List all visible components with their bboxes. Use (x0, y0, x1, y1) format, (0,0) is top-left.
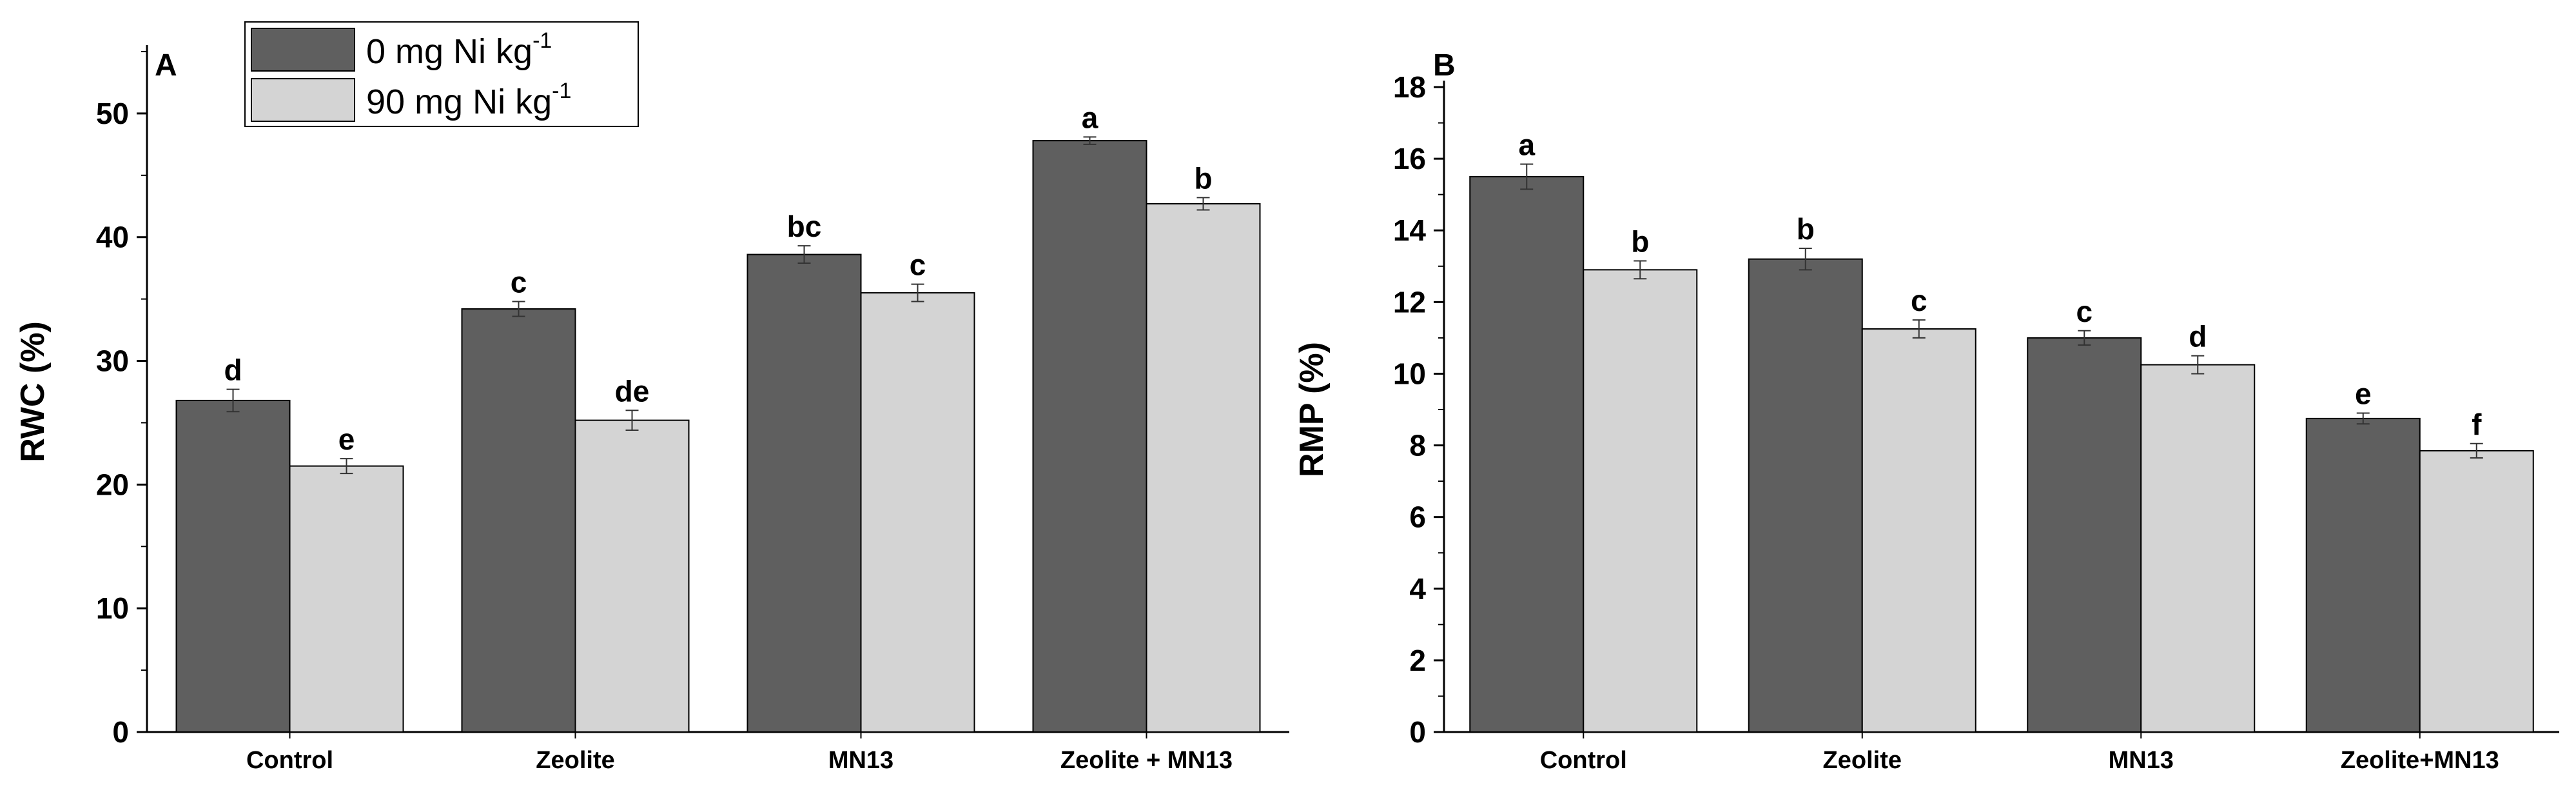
significance-letter: bc (787, 210, 822, 243)
y-tick-label: 30 (96, 344, 129, 378)
significance-letter: e (2355, 377, 2372, 411)
x-category-label: Zeolite (536, 747, 614, 774)
significance-letter: d (2189, 320, 2207, 353)
bar-90mg (860, 292, 975, 733)
x-category-label: MN13 (828, 747, 893, 774)
bar-0mg (746, 253, 862, 733)
y-axis-title: RWC (%) (14, 321, 52, 462)
bar-0mg (2305, 417, 2421, 733)
bar-0mg (1748, 258, 1863, 733)
bar-0mg (1469, 175, 1585, 733)
significance-letter: c (1911, 284, 1927, 317)
bar-90mg (1583, 269, 1698, 733)
significance-letter: f (2472, 408, 2482, 441)
significance-letter: a (1518, 128, 1535, 161)
significance-letter: e (338, 422, 355, 456)
panel-label: B (1433, 48, 1456, 83)
y-tick-label: 6 (1409, 500, 1426, 534)
legend-swatch-90-mg (251, 78, 355, 122)
bar-90mg (2140, 364, 2256, 733)
y-tick-label: 50 (96, 97, 129, 130)
significance-letter: b (1194, 161, 1212, 195)
x-category-label: Zeolite (1823, 747, 1902, 774)
significance-letter: de (615, 374, 650, 408)
y-tick-label: 20 (96, 468, 129, 501)
panel-label: A (155, 48, 177, 83)
bar-0mg (1032, 140, 1147, 733)
y-tick-label: 12 (1393, 285, 1426, 319)
significance-letter: b (1797, 212, 1815, 246)
x-category-label: Control (246, 747, 333, 774)
bar-0mg (2027, 337, 2142, 733)
x-category-label: Control (1540, 747, 1627, 774)
y-axis-title: RMP (%) (1293, 342, 1331, 477)
x-category-label: MN13 (2109, 747, 2174, 774)
bar-90mg (1861, 328, 1976, 733)
significance-letter: c (511, 265, 527, 299)
significance-letter: c (2076, 295, 2093, 328)
y-tick-label: 0 (1409, 715, 1426, 749)
significance-letter: a (1082, 101, 1098, 134)
y-tick-label: 40 (96, 221, 129, 254)
bar-90mg (289, 465, 404, 733)
y-tick-label: 0 (112, 715, 129, 749)
y-tick-label: 14 (1393, 213, 1427, 247)
x-category-label: Zeolite + MN13 (1060, 747, 1233, 774)
significance-letter: d (224, 353, 242, 387)
y-tick-label: 18 (1393, 70, 1426, 104)
significance-letter: c (910, 248, 926, 282)
y-tick-label: 2 (1409, 644, 1426, 677)
legend-swatch-0-mg (251, 28, 355, 72)
legend-label-90-mg: 90 mg Ni kg-1 (366, 79, 571, 121)
y-tick-label: 4 (1409, 572, 1426, 606)
bar-90mg (1146, 203, 1261, 733)
significance-letter: b (1631, 224, 1649, 258)
bar-90mg (574, 419, 690, 733)
y-tick-label: 10 (1393, 357, 1426, 390)
legend: 0 mg Ni kg-1 90 mg Ni kg-1 (244, 21, 639, 127)
legend-label-0-mg: 0 mg Ni kg-1 (366, 28, 552, 71)
x-category-label: Zeolite+MN13 (2341, 747, 2499, 774)
panel-b-chart: 0 2 4 6 8 10 12 14 16 18 RMP (%) B Control a b Zeolite b… (1293, 48, 2559, 774)
bar-0mg (461, 308, 576, 733)
y-tick-label: 10 (96, 591, 129, 625)
y-tick-label: 8 (1409, 429, 1426, 462)
bar-90mg (2419, 450, 2534, 733)
y-tick-label: 16 (1393, 142, 1426, 175)
bar-0mg (175, 399, 291, 733)
